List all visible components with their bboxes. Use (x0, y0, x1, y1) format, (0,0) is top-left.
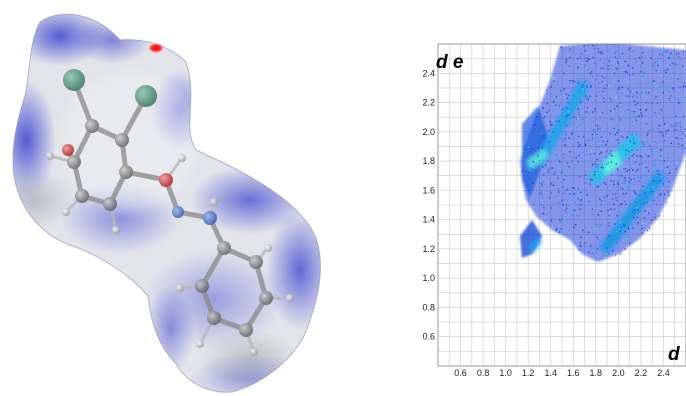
chlorine-atom (135, 85, 157, 107)
y-tick-label: 0.8 (422, 302, 435, 312)
y-tick-label: 1.4 (422, 215, 435, 225)
y-tick-label: 0.6 (422, 332, 435, 342)
chlorine-atom (63, 69, 85, 91)
x-tick-label: 0.8 (477, 368, 490, 378)
oxygen-atom (159, 173, 173, 187)
y-tick-label: 2.0 (422, 127, 435, 137)
hirshfeld-surface-illustration (12, 13, 321, 393)
x-tick-label: 1.4 (544, 368, 557, 378)
y-tick-label: 1.0 (422, 273, 435, 283)
x-tick-label: 1.8 (590, 368, 603, 378)
x-tick-label: 1.0 (499, 368, 512, 378)
nitrogen-atom (172, 206, 184, 218)
x-tick-label: 1.6 (567, 368, 580, 378)
x-tick-labels: 0.6 0.8 1.0 1.2 1.4 1.6 1.8 2.0 2.2 2.4 (454, 368, 669, 378)
y-tick-label: 2.2 (422, 98, 435, 108)
x-tick-label: 0.6 (454, 368, 467, 378)
x-tick-label: 2.4 (657, 368, 670, 378)
molecule-ball-and-stick (46, 69, 294, 356)
close-contact-red-spot (148, 43, 164, 53)
fingerprint-point-cloud (520, 44, 686, 262)
x-tick-label: 1.2 (522, 368, 535, 378)
y-tick-label: 1.6 (422, 185, 435, 195)
y-tick-label: 1.8 (422, 156, 435, 166)
x-tick-label: 2.2 (635, 368, 648, 378)
y-tick-labels: 0.6 0.8 1.0 1.2 1.4 1.6 1.8 2.0 2.2 2.4 (422, 68, 435, 341)
x-axis-letter: d (668, 344, 680, 365)
x-tick-label: 2.0 (612, 368, 625, 378)
oxygen-atom (62, 144, 74, 156)
fingerprint-plot: 0.6 0.8 1.0 1.2 1.4 1.6 1.8 2.0 2.2 2.4 0.6 0.8 1.0… (422, 43, 686, 378)
y-tick-label: 1.2 (422, 244, 435, 254)
hirshfeld-surface (12, 13, 321, 393)
nitrogen-atom (203, 211, 217, 225)
y-axis-letters: d e (436, 52, 464, 73)
y-tick-label: 2.4 (422, 68, 435, 78)
